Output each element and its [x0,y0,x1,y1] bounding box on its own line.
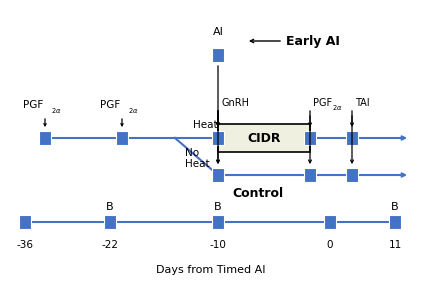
Bar [389,215,401,229]
Bar [104,215,116,229]
Text: $_{2\alpha}$: $_{2\alpha}$ [128,106,139,116]
Text: No
Heat: No Heat [185,148,210,169]
Text: 0: 0 [327,240,333,250]
Bar [212,215,224,229]
Text: GnRH: GnRH [221,98,249,108]
Text: PGF: PGF [313,98,332,108]
Bar [304,168,316,182]
Bar [39,131,51,145]
Text: 11: 11 [388,240,402,250]
Bar [212,48,224,62]
Text: AI: AI [213,27,223,37]
Text: Days from Timed AI: Days from Timed AI [156,265,266,275]
Bar [304,131,316,145]
Text: CIDR: CIDR [247,132,281,144]
Text: TAI: TAI [355,98,370,108]
Text: -10: -10 [210,240,227,250]
Text: PGF: PGF [100,100,120,110]
Text: Early AI: Early AI [286,35,340,47]
Bar [346,131,358,145]
Text: B: B [391,202,399,212]
Text: B: B [106,202,114,212]
Text: PGF: PGF [23,100,43,110]
Bar [212,168,224,182]
Bar [218,124,310,152]
Bar [346,168,358,182]
Bar [324,215,336,229]
Text: -36: -36 [16,240,33,250]
Bar [116,131,128,145]
Text: $_{2\alpha}$: $_{2\alpha}$ [332,103,343,113]
Text: -22: -22 [102,240,119,250]
Text: Control: Control [232,187,283,200]
Text: B: B [214,202,222,212]
Bar [19,215,31,229]
Text: $_{2\alpha}$: $_{2\alpha}$ [51,106,62,116]
Text: Heat: Heat [193,120,218,130]
Bar [212,131,224,145]
